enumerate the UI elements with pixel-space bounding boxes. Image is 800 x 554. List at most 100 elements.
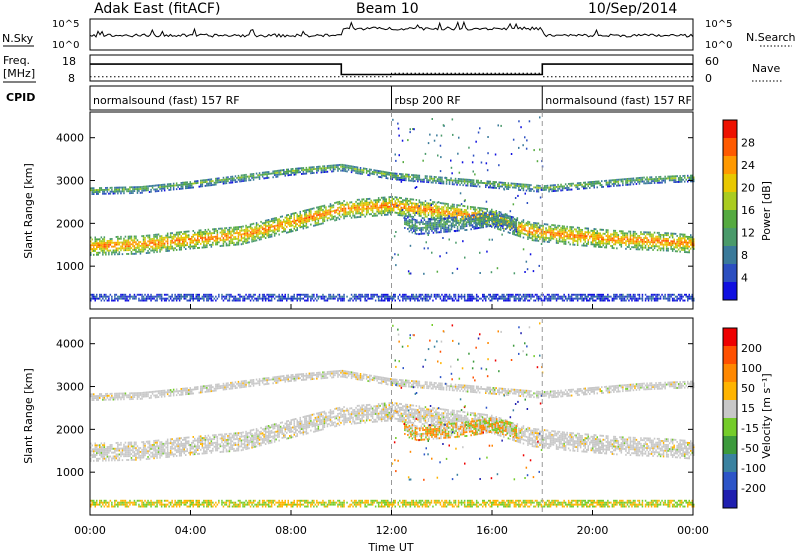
power-cell bbox=[573, 234, 576, 237]
power-cell bbox=[610, 235, 612, 238]
power-cell bbox=[441, 182, 443, 185]
power-cell bbox=[154, 295, 157, 298]
power-cell bbox=[664, 232, 666, 235]
power-cell bbox=[141, 189, 143, 192]
power-cell bbox=[637, 246, 639, 249]
power-cell bbox=[100, 299, 103, 302]
power-cell bbox=[141, 299, 143, 302]
power-cell bbox=[462, 223, 465, 226]
power-cell bbox=[160, 244, 163, 247]
power-cell bbox=[292, 220, 294, 223]
power-cell bbox=[641, 238, 644, 241]
power-cell bbox=[374, 299, 377, 302]
power-cell bbox=[688, 236, 690, 238]
power-cell bbox=[629, 230, 632, 233]
power-cell bbox=[329, 210, 332, 213]
power-cell bbox=[424, 200, 427, 203]
power-cell bbox=[284, 170, 286, 173]
power-cell bbox=[578, 184, 580, 186]
power-cell bbox=[147, 189, 149, 192]
power-cell bbox=[408, 226, 411, 229]
power-cell bbox=[108, 241, 110, 244]
power-cell bbox=[186, 230, 188, 233]
power-cell bbox=[175, 184, 178, 187]
power-cell bbox=[450, 297, 452, 300]
power-cell bbox=[622, 230, 624, 233]
power-cell bbox=[331, 204, 333, 207]
power-cell bbox=[514, 222, 516, 225]
power-cell bbox=[117, 247, 119, 250]
power-cell bbox=[174, 247, 176, 250]
power-cell bbox=[305, 170, 308, 173]
power-cell bbox=[240, 180, 243, 183]
power-cell bbox=[658, 247, 660, 250]
power-cell bbox=[168, 185, 170, 187]
power-cell bbox=[124, 245, 127, 248]
power-cell bbox=[365, 200, 368, 202]
power-cell bbox=[420, 178, 422, 181]
power-cell bbox=[380, 210, 383, 213]
power-cell bbox=[289, 217, 291, 220]
power-cell bbox=[474, 216, 477, 218]
power-cell bbox=[652, 245, 654, 248]
power-cell bbox=[157, 293, 160, 296]
power-cell bbox=[135, 252, 137, 255]
power-cell bbox=[154, 245, 157, 248]
power-cell bbox=[489, 180, 491, 183]
power-cell bbox=[605, 235, 608, 237]
power-cell bbox=[638, 182, 641, 185]
power-cell bbox=[317, 210, 320, 212]
power-cell bbox=[385, 209, 387, 212]
power-cell bbox=[411, 297, 413, 300]
power-cell bbox=[299, 171, 301, 174]
power-cell bbox=[418, 199, 421, 202]
power-cell bbox=[638, 177, 641, 179]
power-cell bbox=[442, 180, 445, 183]
power-cell bbox=[358, 198, 360, 201]
power-cell bbox=[121, 241, 124, 244]
power-cell bbox=[376, 206, 378, 209]
power-cell bbox=[420, 293, 422, 296]
power-cell bbox=[153, 188, 155, 191]
power-cell bbox=[413, 226, 415, 229]
power-cell bbox=[409, 299, 412, 302]
power-cell bbox=[679, 235, 681, 238]
power-cell bbox=[337, 207, 339, 209]
power-cell bbox=[304, 211, 306, 214]
power-cell bbox=[622, 180, 624, 183]
power-cell bbox=[457, 180, 460, 182]
power-cell bbox=[108, 245, 110, 248]
power-cell bbox=[151, 241, 154, 244]
power-cell bbox=[391, 201, 393, 204]
power-cell bbox=[233, 226, 235, 229]
power-cell bbox=[248, 179, 250, 182]
power-cell bbox=[319, 207, 321, 210]
power-cell bbox=[463, 211, 466, 213]
power-cell bbox=[382, 200, 384, 203]
power-cell bbox=[430, 206, 433, 209]
power-cell bbox=[641, 244, 644, 247]
power-cell bbox=[141, 297, 143, 300]
power-cell bbox=[522, 185, 525, 188]
power-cell bbox=[331, 297, 333, 300]
power-cell bbox=[417, 205, 419, 207]
power-cell bbox=[402, 199, 404, 202]
power-cell bbox=[528, 236, 531, 239]
power-cell bbox=[634, 230, 636, 233]
power-cell bbox=[412, 216, 415, 218]
power-cell bbox=[614, 179, 617, 181]
power-cell bbox=[598, 238, 600, 241]
power-cell bbox=[139, 248, 142, 251]
power-cell bbox=[169, 243, 172, 246]
power-cell bbox=[658, 245, 660, 248]
power-cell bbox=[464, 219, 466, 222]
power-cell bbox=[233, 177, 235, 180]
power-cell bbox=[194, 182, 196, 185]
power-cell bbox=[165, 293, 167, 296]
power-cell bbox=[625, 180, 627, 182]
power-cell bbox=[272, 219, 274, 222]
power-cell bbox=[475, 185, 478, 188]
power-cell bbox=[631, 238, 633, 241]
power-cell bbox=[576, 232, 579, 235]
